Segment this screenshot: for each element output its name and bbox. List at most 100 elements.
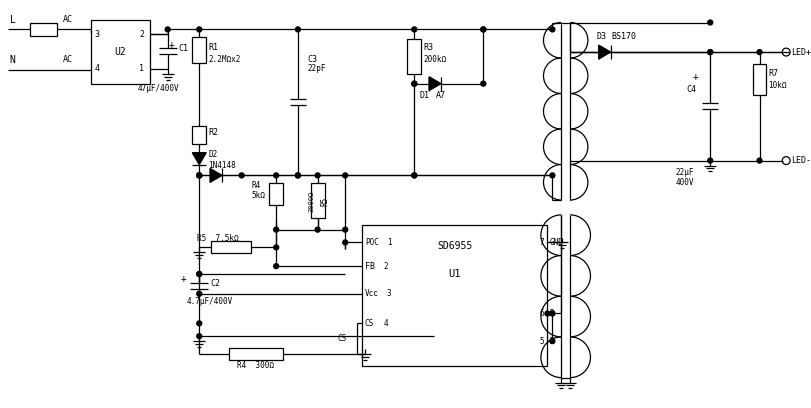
Circle shape <box>412 27 417 32</box>
Circle shape <box>165 27 170 32</box>
Bar <box>362 225 547 366</box>
Text: L: L <box>10 15 15 24</box>
Text: 7: 7 <box>540 238 544 247</box>
Text: 22pF: 22pF <box>307 64 326 73</box>
Circle shape <box>412 173 417 178</box>
Circle shape <box>274 264 279 268</box>
Circle shape <box>550 339 555 344</box>
Text: POC: POC <box>365 238 379 247</box>
Circle shape <box>708 20 713 25</box>
Text: 2: 2 <box>384 262 388 271</box>
Bar <box>192 126 206 144</box>
Circle shape <box>274 245 279 250</box>
Text: D: D <box>549 309 555 318</box>
Circle shape <box>343 227 348 232</box>
Circle shape <box>550 27 555 32</box>
Text: A7: A7 <box>436 91 446 100</box>
Circle shape <box>197 291 202 296</box>
Text: C1: C1 <box>178 44 188 53</box>
Text: 4: 4 <box>95 64 100 73</box>
Bar <box>311 183 324 218</box>
Text: C2: C2 <box>210 279 220 288</box>
Text: R7: R7 <box>768 69 779 78</box>
Bar <box>29 22 58 36</box>
Text: R5: R5 <box>320 196 329 206</box>
Text: 5kΩ: 5kΩ <box>251 191 265 200</box>
Text: R4: R4 <box>251 181 261 190</box>
Text: SD6955: SD6955 <box>437 242 472 251</box>
Bar <box>192 37 206 63</box>
Circle shape <box>197 272 202 277</box>
Text: 3: 3 <box>95 30 100 39</box>
Circle shape <box>315 173 320 178</box>
Circle shape <box>412 81 417 86</box>
Text: 200kΩ: 200kΩ <box>423 55 446 64</box>
Text: D: D <box>549 337 555 346</box>
Polygon shape <box>599 45 611 59</box>
Circle shape <box>550 311 555 316</box>
Text: 1: 1 <box>139 64 144 73</box>
Text: C3: C3 <box>307 55 318 64</box>
Text: FB: FB <box>365 262 375 271</box>
Circle shape <box>295 173 300 178</box>
Text: N: N <box>10 55 15 65</box>
Text: R5  7.5kΩ: R5 7.5kΩ <box>197 234 239 243</box>
Text: C4: C4 <box>686 85 697 94</box>
Circle shape <box>708 158 713 163</box>
Text: AC: AC <box>63 15 73 24</box>
Text: D3: D3 <box>597 32 607 41</box>
Bar <box>211 242 251 253</box>
Circle shape <box>197 173 202 178</box>
Circle shape <box>481 81 486 86</box>
Text: 1N4148: 1N4148 <box>208 161 236 170</box>
Circle shape <box>481 27 486 32</box>
Bar <box>229 348 283 360</box>
Circle shape <box>295 173 300 178</box>
Bar <box>753 64 766 95</box>
Circle shape <box>412 173 417 178</box>
Circle shape <box>412 81 417 86</box>
Circle shape <box>708 50 713 55</box>
Text: U1: U1 <box>448 269 461 279</box>
Text: BS170: BS170 <box>611 32 637 41</box>
Circle shape <box>481 27 486 32</box>
Bar <box>407 39 421 74</box>
Circle shape <box>197 173 202 178</box>
Polygon shape <box>192 153 206 164</box>
Bar <box>269 183 283 205</box>
Text: 5: 5 <box>540 337 544 346</box>
Text: 400V: 400V <box>676 178 694 187</box>
Circle shape <box>274 173 279 178</box>
Text: Vcc: Vcc <box>365 289 379 298</box>
Circle shape <box>343 240 348 245</box>
Circle shape <box>545 311 550 316</box>
Text: R2: R2 <box>208 129 218 137</box>
Text: +: + <box>181 274 187 284</box>
Text: D1: D1 <box>419 91 429 100</box>
Text: 2: 2 <box>139 30 144 39</box>
Text: R4  300Ω: R4 300Ω <box>237 361 274 370</box>
Circle shape <box>274 227 279 232</box>
Text: +: + <box>169 40 174 50</box>
Polygon shape <box>429 77 441 91</box>
Circle shape <box>197 272 202 277</box>
Text: 10kΩ: 10kΩ <box>768 81 787 90</box>
Text: CS: CS <box>365 319 374 328</box>
Circle shape <box>197 321 202 326</box>
Circle shape <box>343 173 348 178</box>
Text: LED+: LED+ <box>791 48 811 57</box>
Text: 1: 1 <box>387 238 391 247</box>
Circle shape <box>708 50 713 55</box>
Text: 4: 4 <box>384 319 388 328</box>
Text: AC: AC <box>63 55 73 64</box>
Text: 47μF/400V: 47μF/400V <box>138 84 180 93</box>
Circle shape <box>197 173 202 178</box>
Text: 22μF: 22μF <box>676 168 694 177</box>
Text: U2: U2 <box>114 47 127 57</box>
Circle shape <box>197 334 202 339</box>
Circle shape <box>757 158 762 163</box>
Circle shape <box>197 27 202 32</box>
Text: LED-: LED- <box>791 156 811 165</box>
Circle shape <box>550 173 555 178</box>
Text: CS: CS <box>337 334 346 343</box>
